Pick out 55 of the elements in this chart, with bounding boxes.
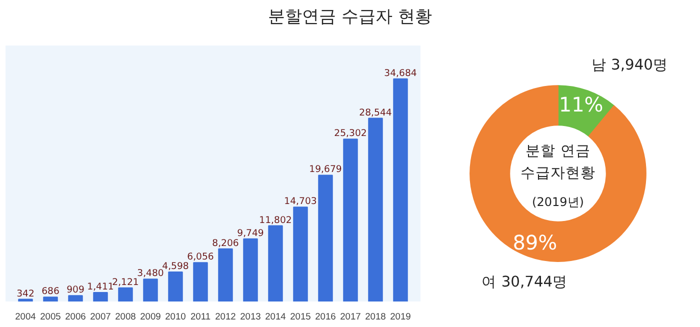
x-tick-label: 2009 — [140, 312, 161, 322]
data-label: 19,679 — [309, 164, 342, 176]
chart-title: 분할연금 수급자 현황 — [268, 6, 432, 29]
bar — [243, 238, 258, 302]
text: 분할 연금 수급자현황 — [520, 142, 596, 182]
data-label: 14,703 — [284, 196, 317, 208]
bar — [168, 271, 183, 302]
data-label: 686 — [42, 286, 60, 298]
data-label: 8,206 — [212, 238, 239, 249]
x-tick-label: 2018 — [365, 312, 386, 322]
data-label: 89% — [512, 230, 558, 255]
bar — [143, 278, 158, 302]
slice-label: 여 30,744명 — [482, 273, 568, 290]
data-label: 4,598 — [162, 260, 189, 272]
data-label: 9,749 — [237, 228, 264, 239]
data-label: 3,480 — [137, 268, 164, 280]
bar — [68, 295, 83, 302]
data-label: 2,121 — [112, 276, 139, 288]
data-label: 11,802 — [259, 214, 292, 226]
data-label: 34,684 — [384, 68, 417, 79]
x-tick-label: 2012 — [215, 312, 236, 322]
data-label: 909 — [66, 284, 84, 296]
data-label: 1,411 — [87, 281, 114, 292]
x-tick-label: 2006 — [65, 312, 86, 322]
bar — [293, 206, 308, 302]
bar — [268, 225, 283, 302]
data-label: 25,302 — [334, 128, 367, 140]
x-tick-label: 2004 — [15, 312, 36, 322]
x-tick-label: 2013 — [240, 312, 261, 322]
data-label: 28,544 — [359, 107, 392, 118]
x-tick-label: 2014 — [265, 312, 286, 322]
x-tick-label: 2017 — [340, 312, 361, 322]
x-tick-label: 2008 — [115, 312, 136, 322]
x-tick-label: 2019 — [390, 312, 411, 322]
bar — [43, 296, 58, 302]
bar — [193, 262, 208, 302]
data-label: 342 — [16, 288, 34, 300]
x-tick-label: 2010 — [165, 312, 186, 322]
data-label: 6,056 — [187, 252, 214, 263]
bar — [393, 78, 408, 302]
x-tick-label: 2015 — [290, 312, 311, 322]
bar — [368, 118, 383, 302]
bar — [218, 248, 233, 302]
x-tick-label: 2005 — [40, 312, 61, 322]
bar — [93, 292, 108, 302]
x-tick-label: 2007 — [90, 312, 111, 322]
slice-label: 남 3,940명 — [591, 56, 668, 74]
data-label: 11% — [558, 92, 604, 116]
text: (2019년) — [532, 194, 584, 209]
bar — [118, 287, 133, 302]
x-tick-label: 2011 — [190, 312, 211, 322]
bar — [318, 174, 333, 302]
bar — [18, 298, 33, 302]
x-tick-label: 2016 — [315, 312, 336, 322]
bar — [343, 138, 358, 302]
